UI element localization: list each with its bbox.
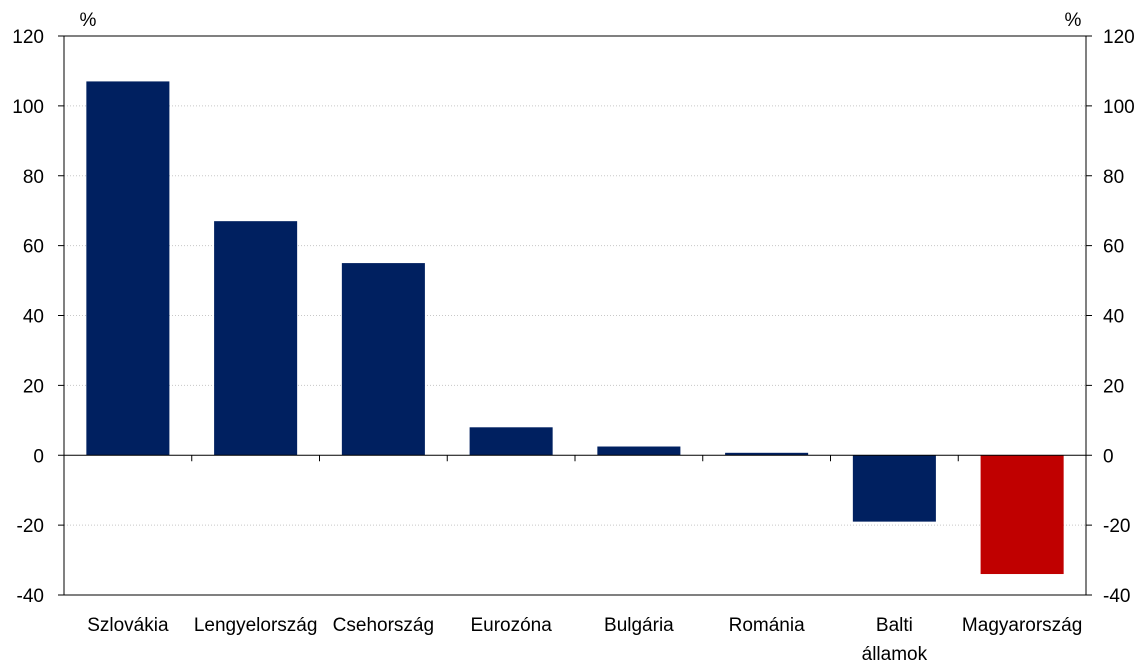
y-tick-label-right: -20	[1103, 516, 1130, 537]
category-label: Lengyelország	[194, 615, 318, 636]
gridlines	[64, 105, 1086, 526]
y-tick-label-right: 0	[1103, 446, 1114, 467]
bar	[852, 455, 936, 522]
bar	[597, 446, 681, 456]
y-tick-label-left: 80	[23, 167, 44, 188]
axes	[58, 35, 1092, 596]
y-tick-label-left: -40	[17, 586, 44, 607]
category-label: Bulgária	[604, 615, 674, 636]
left-axis-unit: %	[80, 10, 97, 31]
bar	[469, 427, 553, 456]
category-label: Magyarország	[962, 615, 1082, 636]
bar	[725, 452, 809, 456]
bar	[214, 221, 298, 456]
y-tick-label-right: 60	[1103, 237, 1124, 258]
category-label: Csehország	[333, 615, 434, 636]
y-tick-label-left: -20	[17, 516, 44, 537]
bars	[86, 81, 1064, 575]
y-tick-label-left: 40	[23, 307, 44, 328]
category-label: Eurozóna	[470, 615, 552, 636]
y-tick-label-left: 0	[33, 446, 44, 467]
plot-frame	[63, 35, 1087, 596]
y-tick-label-right: 20	[1103, 376, 1124, 397]
y-tick-label-right: 40	[1103, 307, 1124, 328]
y-tick-label-right: 120	[1103, 27, 1135, 48]
y-tick-label-left: 20	[23, 376, 44, 397]
y-tick-label-right: -40	[1103, 586, 1130, 607]
y-tick-label-left: 100	[12, 97, 44, 118]
category-label: Szlovákia	[87, 615, 169, 636]
y-tick-label-right: 100	[1103, 97, 1135, 118]
bar	[341, 263, 425, 456]
bar	[86, 81, 170, 456]
category-label: államok	[862, 644, 928, 665]
labels: % % -40 -40 -20 -20 0 0 20 20 40 40 60 60 80 80 100 100…	[12, 10, 1134, 665]
bar	[980, 455, 1064, 575]
category-label: Románia	[729, 615, 805, 636]
category-label: Balti	[876, 615, 913, 636]
right-axis-unit: %	[1065, 10, 1082, 31]
y-tick-label-right: 80	[1103, 167, 1124, 188]
y-tick-label-left: 60	[23, 237, 44, 258]
y-tick-label-left: 120	[12, 27, 44, 48]
